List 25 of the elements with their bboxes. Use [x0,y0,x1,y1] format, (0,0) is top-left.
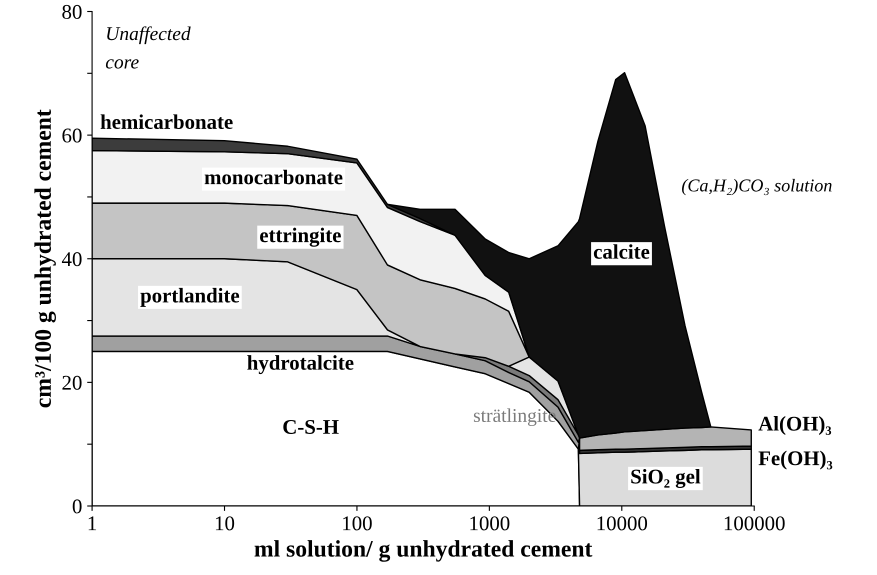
annotation: Unaffected core [106,26,191,69]
series-label: hemicarbonate [100,114,233,130]
series-label: hydrotalcite [247,355,354,374]
x-tick-label: 10 [216,516,234,530]
x-tick-label: 10000 [598,516,648,530]
series-label: portlandite [140,288,240,307]
y-tick-label: 60 [62,128,82,143]
y-axis-title: cm³/100 g unhydrated cement [34,109,56,408]
y-tick-label: 20 [62,376,82,390]
y-tick-label: 40 [62,252,82,266]
series-label: ettringite [260,228,341,247]
x-axis-title: ml solution/ g unhydrated cement [254,540,592,562]
series-label: calcite [594,244,650,259]
x-tick-label: 100000 [724,516,785,530]
x-tick-label: 1000 [470,516,510,530]
annotation: (Ca,H₂)CO₃ solution [682,178,832,196]
series-label: SiO₂ gel [631,468,700,488]
series-label: C-S-H [283,420,339,434]
x-tick-label: 1 [88,516,96,530]
series-label: Al(OH)₃ [758,416,832,435]
series-label: monocarbonate [204,170,342,184]
series-label: Fe(OH)₃ [758,450,832,470]
y-tick-label: 80 [62,4,82,19]
x-tick-label: 100 [343,516,372,530]
y-tick-label: 0 [72,499,82,514]
